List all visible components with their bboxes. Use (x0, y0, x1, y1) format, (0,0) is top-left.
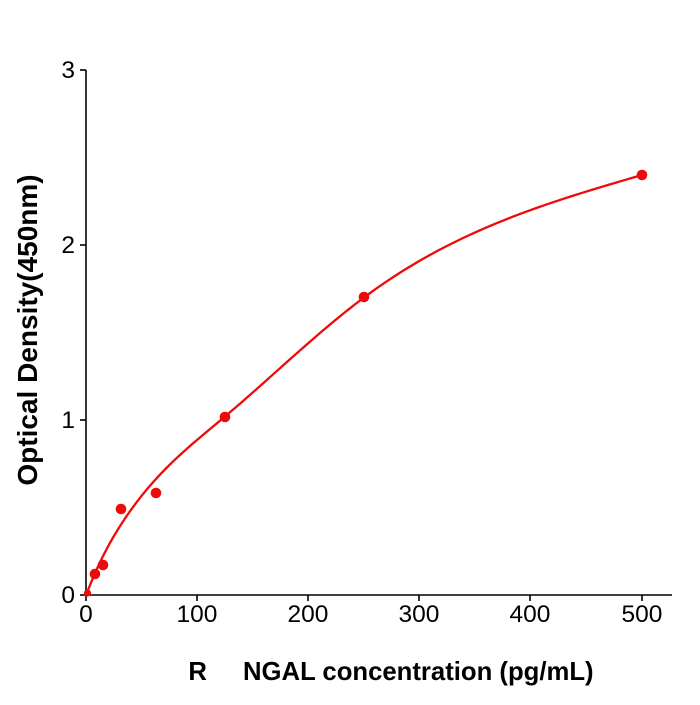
svg-text:500: 500 (622, 601, 663, 628)
svg-text:300: 300 (399, 601, 440, 628)
svg-text:200: 200 (288, 601, 329, 628)
svg-text:1: 1 (61, 407, 75, 434)
svg-text:0: 0 (79, 601, 93, 628)
svg-text:2: 2 (61, 232, 75, 259)
svg-text:100: 100 (177, 601, 218, 628)
svg-text:Optical Density(450nm): Optical Density(450nm) (12, 174, 43, 485)
svg-text:0: 0 (61, 582, 75, 609)
svg-text:400: 400 (510, 601, 551, 628)
svg-text:3: 3 (61, 57, 75, 84)
